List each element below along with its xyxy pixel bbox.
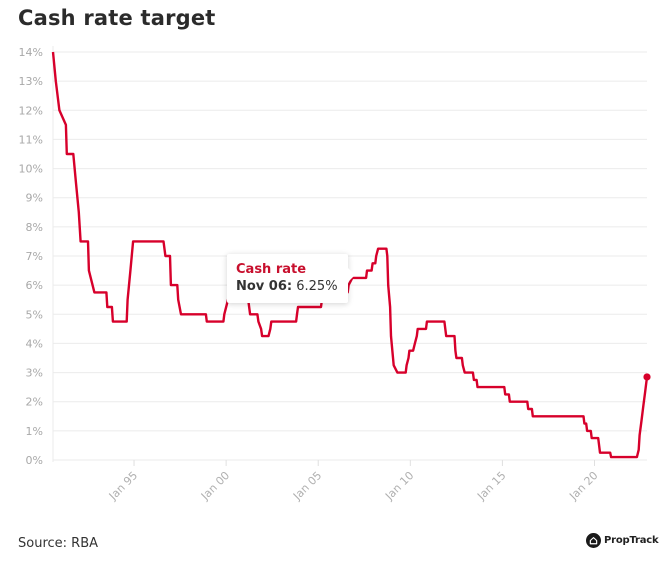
tooltip-date: Nov 06: <box>236 279 293 294</box>
tooltip-value: 6.25% <box>296 279 338 294</box>
y-tick-label: 4% <box>26 337 43 350</box>
y-tick-label: 14% <box>19 46 43 59</box>
y-tick-label: 2% <box>26 396 43 409</box>
x-axis-ticks: Jan 95 Jan 00 Jan 05 Jan 10 Jan 15 Jan 20 <box>106 460 601 503</box>
x-tick-label: Jan 95 <box>106 469 140 503</box>
tooltip: Cash rate Nov 06: 6.25% <box>227 254 355 303</box>
y-tick-label: 6% <box>26 279 43 292</box>
y-tick-label: 5% <box>26 308 43 321</box>
brand-logo: PropTrack <box>586 533 659 548</box>
x-tick-label: Jan 20 <box>566 469 600 503</box>
y-tick-label: 8% <box>26 221 43 234</box>
y-tick-label: 9% <box>26 192 43 205</box>
y-tick-label: 3% <box>26 367 43 380</box>
tooltip-series: Cash rate <box>236 262 307 277</box>
y-tick-label: 13% <box>19 75 43 88</box>
y-tick-label: 7% <box>26 250 43 263</box>
x-tick-label: Jan 10 <box>382 469 416 503</box>
series-line-cash-rate <box>51 51 649 459</box>
tooltip-arrow <box>347 268 355 282</box>
x-tick-label: Jan 00 <box>198 469 232 503</box>
x-tick-label: Jan 05 <box>290 469 324 503</box>
y-tick-label: 0% <box>26 454 43 467</box>
chart-title: Cash rate target <box>18 6 216 30</box>
x-tick-label: Jan 15 <box>474 469 508 503</box>
y-axis-ticks: 0% 1% 2% 3% 4% 5% 6% 7% 8% 9% 10% 11% 12% 13% 14% <box>19 46 43 467</box>
source-note: Source: RBA <box>18 536 99 551</box>
y-tick-label: 12% <box>19 104 43 117</box>
gridlines <box>53 51 647 461</box>
brand-name: PropTrack <box>604 535 659 546</box>
y-tick-label: 10% <box>19 163 43 176</box>
y-tick-label: 11% <box>19 133 43 146</box>
y-tick-label: 1% <box>26 425 43 438</box>
series-end-marker <box>643 373 651 381</box>
house-icon <box>586 533 601 548</box>
